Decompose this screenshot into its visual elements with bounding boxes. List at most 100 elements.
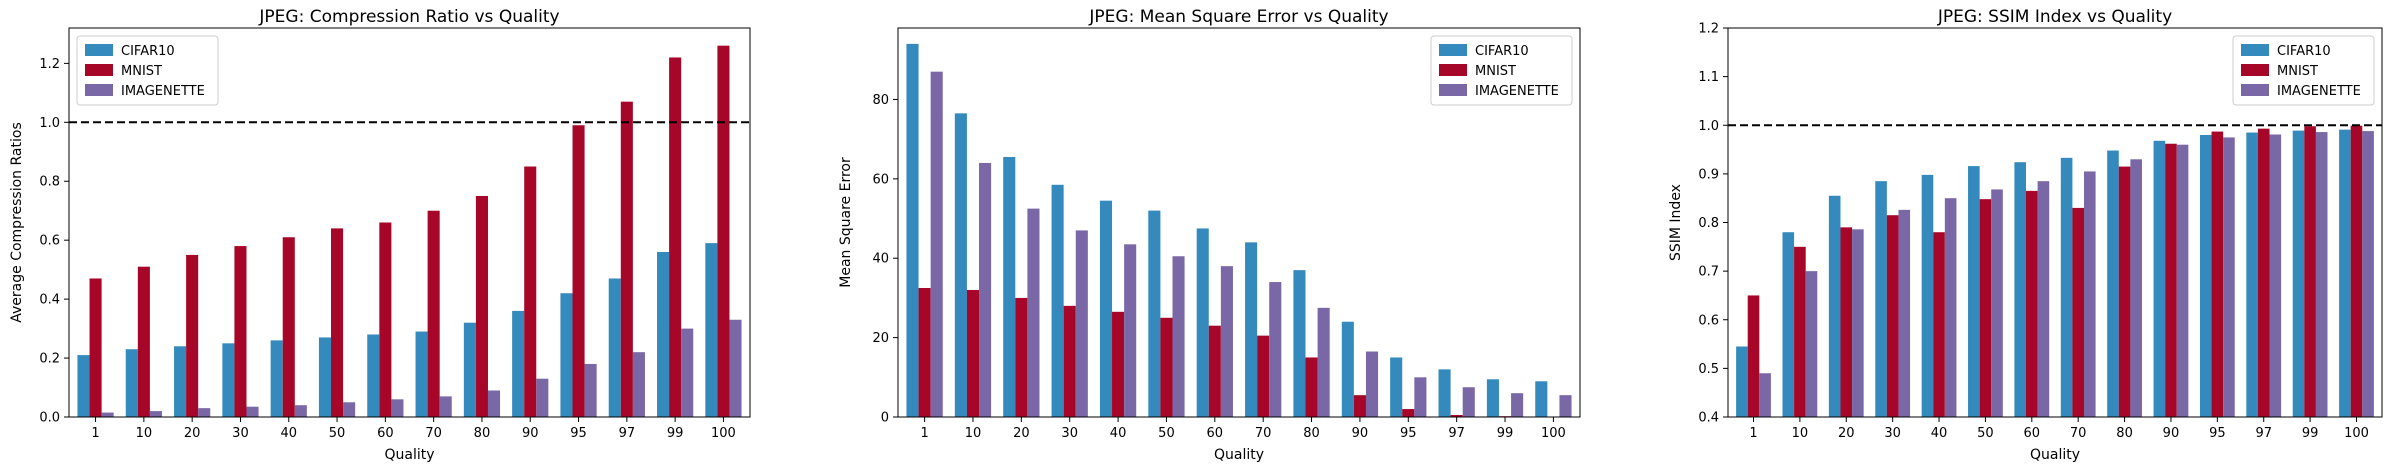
bar-imagenette-1 bbox=[930, 71, 943, 417]
x-tick-label: 95 bbox=[2209, 426, 2226, 441]
bar-imagenette-99 bbox=[1511, 393, 1524, 417]
bar-mnist-99 bbox=[2304, 126, 2316, 417]
x-axis-label: Quality bbox=[2030, 447, 2080, 463]
x-tick-label: 1 bbox=[920, 426, 928, 441]
bar-imagenette-80 bbox=[1317, 307, 1330, 417]
plot-frame bbox=[897, 27, 1581, 418]
legend-entry: IMAGENETTE bbox=[1475, 84, 1559, 99]
bar-imagenette-99 bbox=[681, 328, 694, 417]
bar-mnist-10 bbox=[966, 289, 980, 417]
x-tick-label: 70 bbox=[2070, 426, 2087, 441]
bar-mnist-95 bbox=[1402, 409, 1415, 417]
x-tick-label: 10 bbox=[1792, 426, 1809, 441]
y-axis-label: Mean Square Error bbox=[838, 157, 854, 288]
bar-mnist-97 bbox=[2257, 128, 2270, 417]
legend-entry: IMAGENETTE bbox=[121, 84, 205, 99]
x-tick-label: 90 bbox=[1352, 426, 1369, 441]
x-tick-label: 50 bbox=[1977, 426, 1994, 441]
x-axis-label: Quality bbox=[1214, 447, 1264, 463]
bar-mnist-97 bbox=[620, 101, 633, 418]
y-tick-label: 0.9 bbox=[1698, 167, 1719, 182]
bar-mnist-50 bbox=[1160, 317, 1173, 417]
plot-frame bbox=[68, 27, 751, 418]
bar-imagenette-1 bbox=[101, 412, 114, 417]
x-tick-label: 50 bbox=[329, 426, 346, 441]
bar-imagenette-20 bbox=[1852, 229, 1864, 417]
bar-mnist-80 bbox=[1305, 357, 1318, 417]
bar-cifar10-10 bbox=[1782, 232, 1795, 417]
bar-imagenette-50 bbox=[343, 402, 356, 417]
chart-panel-1: 1 10 20 30 40 50 60 70 80 90 95 97 99 100 0.0 0.2 0.4 0.6… bbox=[9, 7, 751, 463]
bar-cifar10-95 bbox=[2199, 134, 2212, 418]
legend: CIFAR10 MNIST IMAGENETTE bbox=[1430, 35, 1573, 106]
bar-mnist-80 bbox=[475, 195, 488, 417]
bar-mnist-1 bbox=[89, 278, 102, 417]
bar-cifar10-10 bbox=[125, 349, 138, 417]
bar-imagenette-100 bbox=[729, 319, 742, 417]
bar-imagenette-90 bbox=[536, 378, 549, 417]
x-tick-label: 100 bbox=[1541, 426, 1566, 441]
x-tick-label: 95 bbox=[570, 426, 587, 441]
bar-cifar10-97 bbox=[2246, 132, 2258, 418]
bar-cifar10-30 bbox=[1875, 181, 1887, 417]
x-tick-label: 99 bbox=[2302, 426, 2319, 441]
x-tick-label: 1 bbox=[1749, 426, 1757, 441]
x-tick-label: 97 bbox=[2255, 426, 2272, 441]
x-tick-label: 97 bbox=[619, 426, 636, 441]
bar-imagenette-40 bbox=[1124, 244, 1137, 417]
bar-imagenette-50 bbox=[1172, 256, 1185, 417]
x-tick-label: 100 bbox=[2344, 426, 2369, 441]
legend-swatch-imagenette bbox=[2241, 84, 2269, 96]
bar-imagenette-97 bbox=[2269, 134, 2282, 418]
bar-cifar10-40 bbox=[1099, 200, 1113, 417]
y-tick-label: 0.0 bbox=[39, 411, 60, 426]
y-tick-label: 20 bbox=[872, 331, 889, 346]
bar-cifar10-90 bbox=[2153, 140, 2166, 417]
bar-mnist-70 bbox=[1257, 335, 1270, 417]
bar-cifar10-1 bbox=[1736, 346, 1748, 417]
legend-entry: MNIST bbox=[2277, 64, 2318, 79]
bar-imagenette-10 bbox=[149, 411, 162, 417]
legend-entry: MNIST bbox=[121, 64, 162, 79]
bar-cifar10-20 bbox=[1003, 157, 1016, 417]
x-tick-label: 80 bbox=[474, 426, 491, 441]
y-axis-label: Average Compression Ratios bbox=[9, 122, 25, 322]
x-tick-label: 90 bbox=[2163, 426, 2180, 441]
bar-cifar10-99 bbox=[1486, 379, 1499, 417]
bar-cifar10-10 bbox=[954, 113, 967, 417]
bar-imagenette-40 bbox=[294, 405, 307, 417]
y-tick-label: 0.6 bbox=[1698, 313, 1719, 328]
y-tick-label: 0.2 bbox=[39, 352, 60, 367]
x-tick-label: 99 bbox=[667, 426, 684, 441]
bar-cifar10-95 bbox=[560, 293, 573, 417]
bar-mnist-90 bbox=[1353, 395, 1366, 417]
x-tick-label: 40 bbox=[1931, 426, 1948, 441]
bar-cifar10-60 bbox=[1196, 228, 1209, 417]
legend-swatch-imagenette bbox=[1439, 84, 1467, 96]
bar-mnist-1 bbox=[1747, 295, 1760, 417]
bar-cifar10-1 bbox=[906, 43, 919, 417]
bar-mnist-70 bbox=[427, 210, 440, 417]
bar-imagenette-70 bbox=[1269, 282, 1282, 417]
bar-mnist-30 bbox=[234, 246, 247, 417]
bar-mnist-90 bbox=[524, 166, 537, 417]
legend-entry: IMAGENETTE bbox=[2277, 84, 2361, 99]
bar-cifar10-70 bbox=[1245, 242, 1258, 417]
bar-cifar10-100 bbox=[2339, 129, 2351, 417]
x-tick-label: 20 bbox=[1838, 426, 1855, 441]
bar-imagenette-30 bbox=[1075, 230, 1088, 417]
y-tick-label: 0 bbox=[881, 411, 889, 426]
x-tick-label: 70 bbox=[1255, 426, 1272, 441]
bar-imagenette-60 bbox=[1220, 266, 1233, 417]
x-tick-label: 80 bbox=[1303, 426, 1320, 441]
x-tick-label: 95 bbox=[1400, 426, 1417, 441]
y-tick-label: 0.7 bbox=[1698, 265, 1719, 280]
chart-title: JPEG: SSIM Index vs Quality bbox=[1937, 7, 2172, 27]
bar-imagenette-20 bbox=[198, 408, 211, 417]
bar-cifar10-20 bbox=[174, 346, 187, 417]
bar-imagenette-1 bbox=[1759, 373, 1771, 417]
x-tick-label: 70 bbox=[425, 426, 442, 441]
bar-mnist-100 bbox=[717, 45, 730, 418]
bar-imagenette-30 bbox=[246, 406, 259, 417]
